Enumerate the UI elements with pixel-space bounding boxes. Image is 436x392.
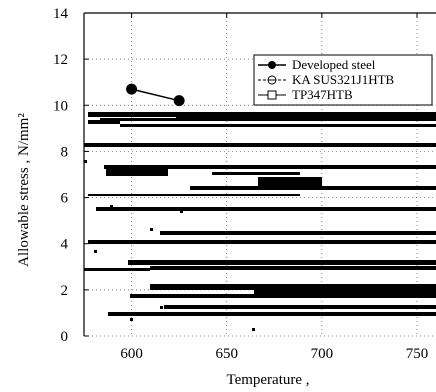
x-tick-label: 700 (311, 346, 334, 362)
scan-streak (190, 186, 436, 190)
scan-streak (130, 294, 436, 298)
x-tick-label: 650 (215, 346, 238, 362)
y-tick-label: 0 (61, 329, 69, 345)
data-point-developed-steel (126, 83, 138, 95)
series-line-developed-steel (131, 88, 180, 102)
scan-streak (96, 207, 436, 211)
y-tick-label: 6 (61, 191, 69, 207)
scan-streak (84, 268, 150, 271)
data-point-developed-steel (173, 95, 185, 107)
scan-speckle (160, 306, 163, 309)
y-tick-label: 8 (61, 144, 69, 160)
legend-label-ka-sus321j1htb: KA SUS321J1HTB (292, 72, 395, 87)
scan-speckle (130, 318, 133, 321)
legend-label-tp347htb: TP347HTB (292, 87, 353, 102)
scan-streak (150, 284, 436, 290)
tick-labels: 0 2 4 6 8 10 12 14 600 650 700 750 (53, 6, 428, 362)
y-tick-label: 2 (61, 283, 69, 299)
scan-streak (88, 240, 436, 244)
y-tick-label: 12 (53, 52, 68, 68)
scan-streak (254, 290, 436, 294)
scan-speckle (252, 328, 255, 331)
axes (83, 12, 436, 337)
y-tick-label: 10 (53, 98, 68, 114)
scan-streak (84, 143, 436, 147)
x-tick-label: 600 (120, 346, 143, 362)
scan-streak (108, 312, 436, 316)
scan-artifacts (84, 112, 436, 331)
scan-streak (88, 194, 300, 196)
legend-item-ka-sus321j1htb: KA SUS321J1HTB (258, 72, 395, 87)
scan-streak (106, 166, 168, 176)
x-tick-label: 750 (406, 346, 429, 362)
scan-streak (104, 165, 436, 169)
scan-speckle (150, 228, 153, 231)
x-axis-title: Temperature , (226, 372, 309, 388)
scan-streak (212, 172, 300, 175)
y-tick-label: 4 (61, 237, 69, 253)
legend-filled-circle-marker (268, 61, 276, 69)
scan-streak (88, 112, 436, 117)
scan-speckle (180, 210, 183, 213)
legend-label-developed-steel: Developed steel (292, 57, 376, 72)
legend-item-developed-steel: Developed steel (258, 57, 376, 72)
scan-streak (150, 266, 436, 270)
y-axis-title: Allowable stress , N/mm² (16, 113, 32, 267)
scan-streak (164, 305, 436, 309)
legend: Developed steel KA SUS321J1HTB TP347HTB (253, 54, 433, 106)
scan-streak (128, 260, 436, 265)
scan-streak (120, 124, 436, 127)
y-tick-label: 14 (53, 6, 69, 22)
scan-speckle (110, 205, 113, 208)
scan-speckle (94, 250, 97, 253)
scan-speckle (84, 160, 87, 163)
scan-streak (88, 120, 120, 124)
legend-open-square-marker (267, 90, 277, 100)
scan-streak (176, 117, 436, 120)
legend-item-tp347htb: TP347HTB (258, 87, 353, 102)
data-series (126, 83, 185, 107)
scan-streak (160, 231, 436, 235)
